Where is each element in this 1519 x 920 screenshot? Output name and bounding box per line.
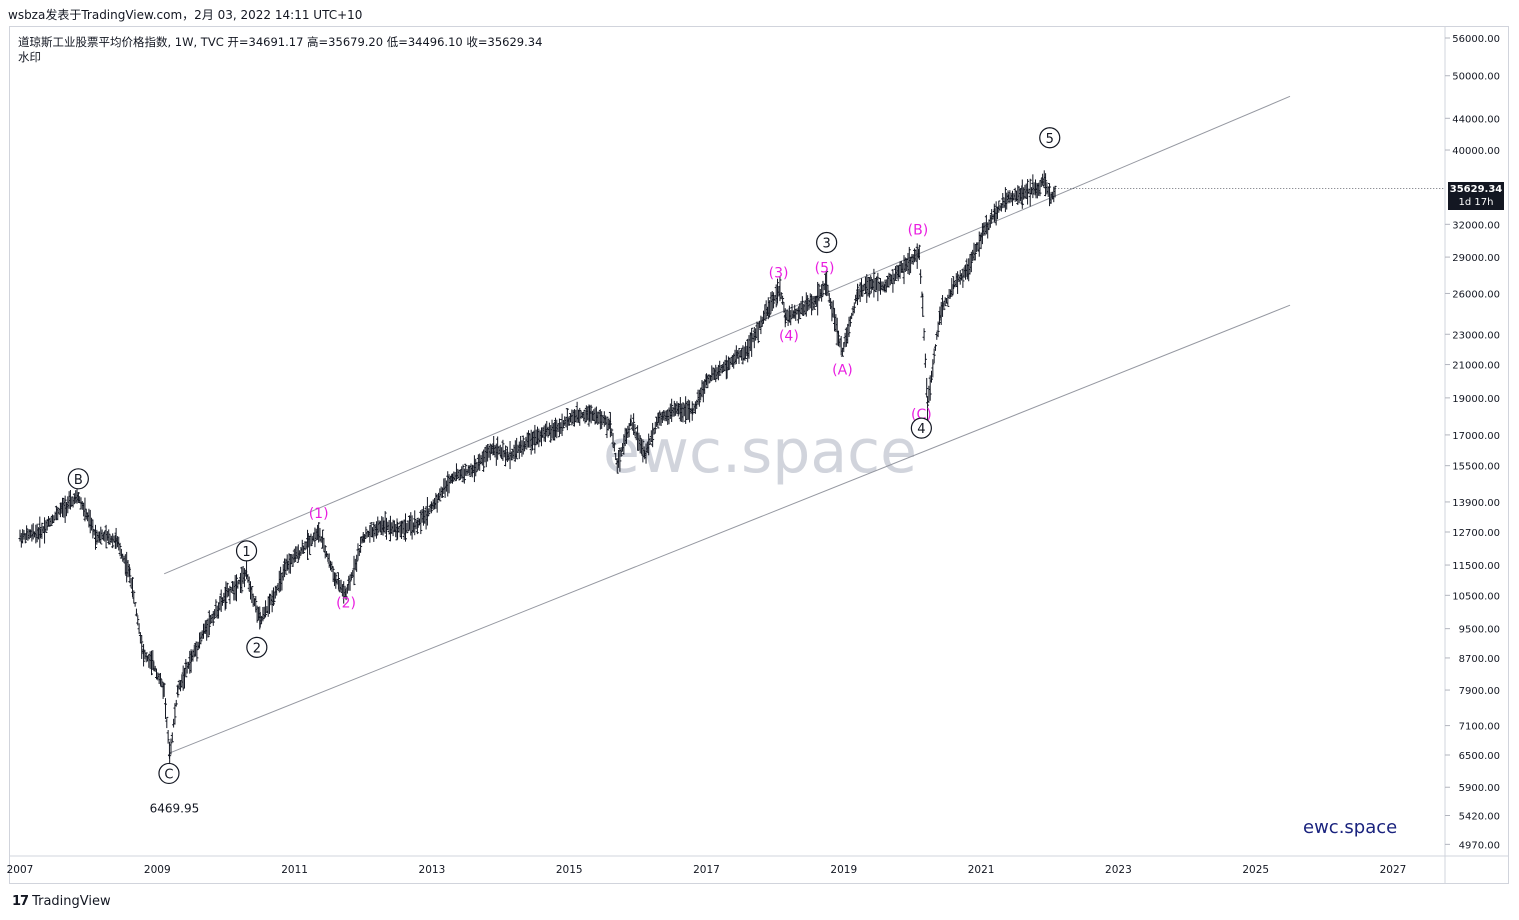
wave-label-4: 4 bbox=[917, 422, 925, 437]
y-tick-label: 5900.00 bbox=[1459, 783, 1500, 794]
channel-upper-line bbox=[163, 95, 1291, 575]
symbol-legend[interactable]: 道琼斯工业股票平均价格指数, 1W, TVC 开=34691.17 高=3567… bbox=[18, 35, 542, 65]
low-price-label: 6469.95 bbox=[150, 802, 200, 816]
wave-label-circle bbox=[1039, 127, 1061, 149]
x-tick-label: 2015 bbox=[556, 864, 583, 876]
subwave-label: (B) bbox=[908, 223, 929, 239]
x-tick-label: 2007 bbox=[7, 864, 34, 876]
x-tick-label: 2011 bbox=[281, 864, 308, 876]
x-tick-label: 2017 bbox=[693, 864, 720, 876]
last-price-value: 35629.34 bbox=[1449, 184, 1503, 195]
subwave-label: (3) bbox=[769, 265, 789, 281]
wave-label-circle bbox=[235, 540, 258, 562]
last-price-tag: 35629.34 1d 17h bbox=[1448, 182, 1504, 210]
y-tick-label: 50000.00 bbox=[1452, 72, 1500, 83]
subwave-label: (1) bbox=[309, 506, 329, 522]
wave-label-circle bbox=[816, 231, 838, 254]
x-tick-label: 2021 bbox=[968, 864, 995, 876]
x-tick-label: 2023 bbox=[1105, 864, 1132, 876]
x-tick-label: 2009 bbox=[144, 864, 171, 876]
wave-label-C: C bbox=[164, 767, 173, 782]
y-tick-label: 10500.00 bbox=[1452, 591, 1500, 602]
y-tick-label: 56000.00 bbox=[1452, 34, 1500, 45]
y-tick-label: 19000.00 bbox=[1452, 394, 1500, 405]
y-tick-label: 15500.00 bbox=[1452, 462, 1500, 473]
wave-label-circle bbox=[158, 762, 180, 785]
y-tick-label: 7900.00 bbox=[1459, 686, 1500, 697]
x-tick-label: 2027 bbox=[1380, 864, 1407, 876]
wave-label-2: 2 bbox=[253, 641, 261, 656]
bar-countdown: 1d 17h bbox=[1458, 197, 1494, 208]
subwave-label: (5) bbox=[815, 261, 835, 277]
y-tick-label: 9500.00 bbox=[1459, 625, 1500, 636]
y-tick-label: 26000.00 bbox=[1452, 289, 1500, 300]
y-tick-label: 23000.00 bbox=[1452, 330, 1500, 341]
x-tick-label: 2013 bbox=[419, 864, 446, 876]
tradingview-logo-icon: 17 bbox=[12, 894, 29, 909]
y-tick-label: 12700.00 bbox=[1452, 528, 1500, 539]
y-tick-label: 21000.00 bbox=[1452, 361, 1500, 372]
wave-label-B: B bbox=[74, 473, 83, 488]
y-tick-label: 32000.00 bbox=[1452, 220, 1500, 231]
subwave-label: (2) bbox=[336, 595, 356, 611]
tradingview-footer[interactable]: 17 TradingView bbox=[12, 894, 111, 909]
y-tick-label: 44000.00 bbox=[1452, 114, 1500, 125]
wave-label-3: 3 bbox=[822, 236, 830, 251]
brand-label: ewc.space bbox=[1303, 817, 1398, 838]
chart-watermark: ewc.space bbox=[603, 417, 917, 487]
chart-frame[interactable] bbox=[9, 26, 1509, 884]
wave-label-5: 5 bbox=[1046, 132, 1054, 147]
x-tick-label: 2025 bbox=[1242, 864, 1269, 876]
y-tick-label: 11500.00 bbox=[1452, 561, 1500, 572]
wave-label-circle bbox=[67, 468, 89, 490]
subwave-label: (A) bbox=[832, 362, 853, 378]
y-tick-label: 4970.00 bbox=[1459, 840, 1500, 851]
y-tick-label: 29000.00 bbox=[1452, 253, 1500, 264]
symbol-ohlc-line: 道琼斯工业股票平均价格指数, 1W, TVC 开=34691.17 高=3567… bbox=[18, 35, 543, 49]
y-tick-label: 7100.00 bbox=[1459, 722, 1500, 733]
subwave-label: (4) bbox=[779, 329, 799, 345]
watermark-label: 水印 bbox=[18, 50, 41, 64]
publish-info: wsbza发表于TradingView.com，2月 03, 2022 14:1… bbox=[8, 8, 363, 22]
wave-label-1: 1 bbox=[242, 545, 250, 560]
x-tick-label: 2019 bbox=[830, 864, 857, 876]
y-tick-label: 40000.00 bbox=[1452, 146, 1500, 157]
y-tick-label: 5420.00 bbox=[1459, 811, 1500, 822]
y-tick-label: 13900.00 bbox=[1452, 498, 1500, 509]
wave-label-circle bbox=[910, 417, 932, 439]
y-tick-label: 17000.00 bbox=[1452, 431, 1500, 442]
tradingview-name: TradingView bbox=[32, 894, 111, 909]
y-tick-label: 6500.00 bbox=[1459, 751, 1500, 762]
y-tick-label: 8700.00 bbox=[1459, 654, 1500, 665]
channel-lower-line bbox=[170, 304, 1291, 753]
wave-label-circle bbox=[246, 636, 268, 658]
